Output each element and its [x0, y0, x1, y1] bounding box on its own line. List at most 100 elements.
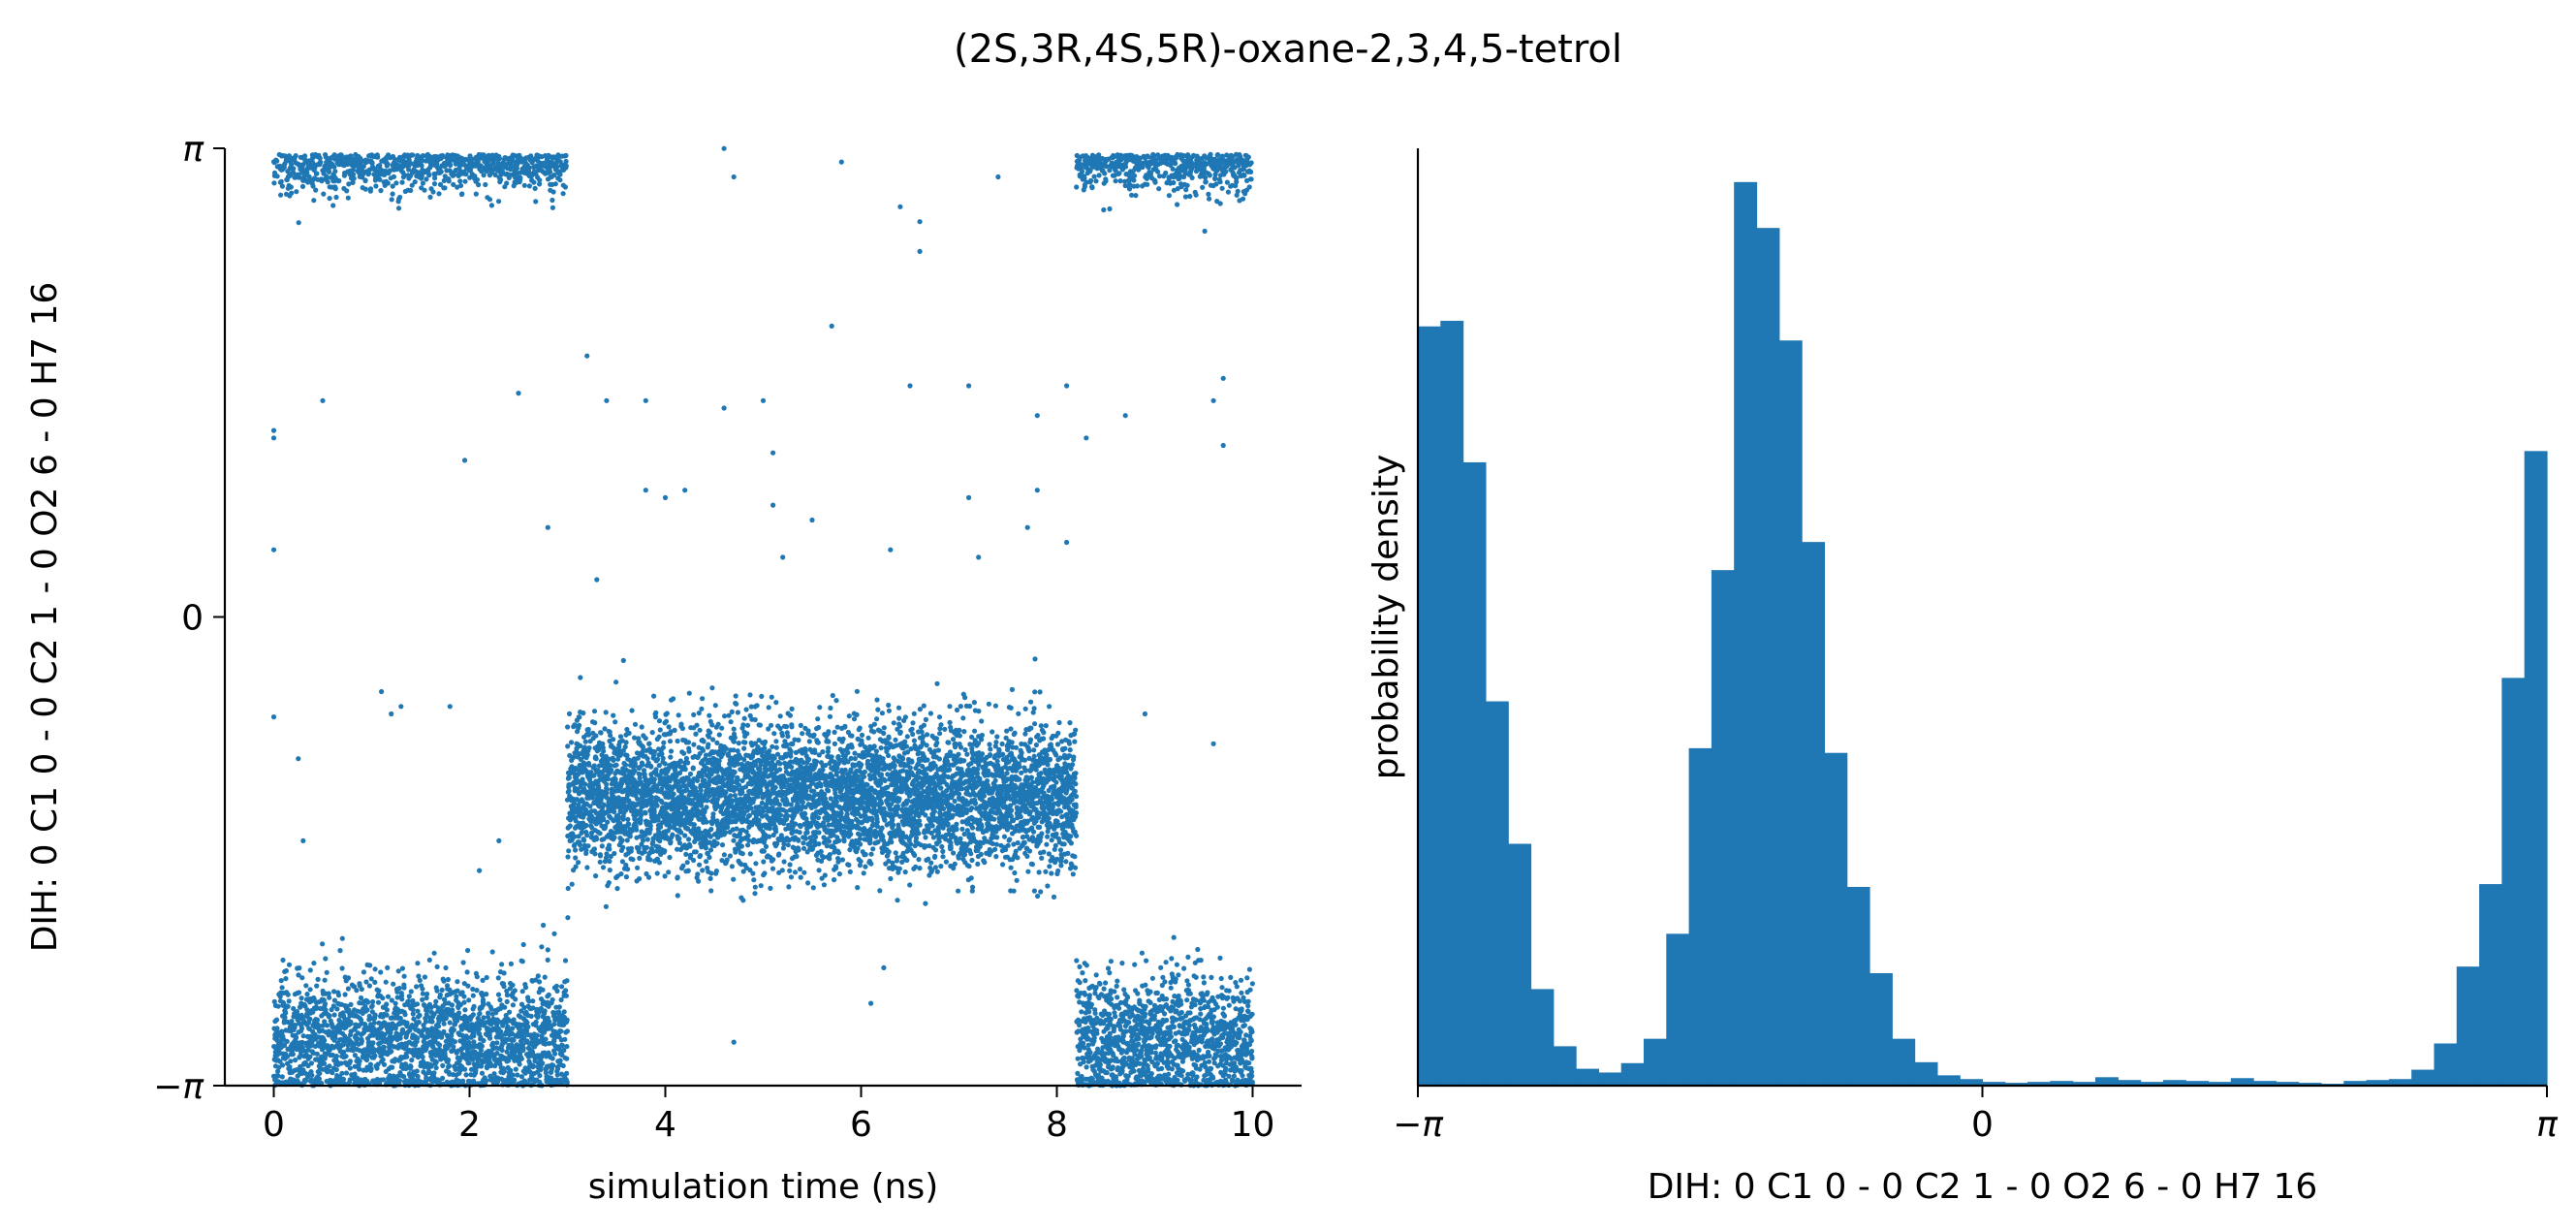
scatter-point: [582, 739, 588, 744]
scatter-point: [525, 1024, 531, 1029]
scatter-point: [361, 164, 366, 170]
scatter-plot-dihedral-vs-time: 0 2 4 6 8 10−π0π simulation time (ns) DIH: 0 …: [25, 130, 1302, 1207]
scatter-point: [394, 995, 400, 1000]
scatter-point: [321, 1060, 328, 1066]
scatter-point: [581, 711, 586, 716]
scatter-point: [422, 187, 427, 193]
scatter-point: [559, 1042, 565, 1049]
scatter-point: [671, 791, 676, 797]
scatter-point: [739, 790, 745, 796]
scatter-point: [344, 1003, 350, 1009]
scatter-point: [554, 1072, 560, 1078]
scatter-point: [383, 979, 389, 985]
scatter-point: [539, 944, 545, 950]
scatter-point: [619, 837, 625, 843]
scatter-point: [664, 711, 670, 716]
scatter-point: [312, 1031, 318, 1037]
scatter-point: [311, 198, 317, 204]
scatter-point: [363, 1057, 370, 1063]
scatter-point: [685, 868, 691, 873]
scatter-point: [573, 855, 579, 861]
scatter-point: [605, 776, 611, 782]
scatter-point: [550, 1062, 556, 1068]
scatter-point: [564, 1080, 570, 1086]
scatter-point: [362, 186, 368, 192]
scatter-point: [747, 692, 753, 698]
scatter-point: [445, 1057, 452, 1062]
scatter-point: [474, 176, 480, 182]
scatter-point: [687, 843, 693, 849]
scatter-point: [625, 816, 631, 823]
scatter-point: [748, 806, 754, 811]
scatter-point: [416, 973, 422, 979]
scatter-point: [557, 172, 563, 177]
scatter-point: [604, 851, 610, 857]
scatter-point: [364, 1007, 370, 1013]
scatter-point: [274, 158, 280, 164]
scatter-point: [459, 1027, 465, 1032]
scatter-point: [339, 1070, 345, 1076]
scatter-point: [474, 974, 480, 980]
scatter-point: [613, 762, 619, 768]
scatter-point: [309, 1072, 315, 1078]
scatter-point: [282, 1042, 288, 1048]
scatter-point: [372, 979, 378, 986]
scatter-point: [632, 768, 638, 774]
scatter-point: [352, 1053, 358, 1058]
scatter-point: [419, 158, 425, 164]
scatter-point: [715, 721, 721, 727]
scatter-point: [389, 997, 394, 1003]
scatter-point: [680, 863, 686, 869]
scatter-point: [367, 963, 373, 968]
scatter-point: [707, 712, 712, 718]
scatter-point: [564, 1056, 570, 1061]
scatter-point: [294, 1034, 299, 1040]
scatter-point: [593, 733, 599, 739]
scatter-point: [311, 961, 317, 966]
scatter-point: [708, 870, 714, 876]
scatter-point: [683, 851, 689, 858]
scatter-point: [639, 724, 644, 730]
scatter-point: [424, 1034, 431, 1040]
scatter-point: [339, 965, 345, 971]
scatter-point: [704, 805, 709, 810]
scatter-point: [655, 816, 661, 822]
scatter-point: [408, 1063, 414, 1070]
scatter-point: [439, 987, 445, 993]
scatter-point: [350, 179, 356, 185]
scatter-point: [279, 1074, 285, 1080]
scatter-point: [481, 1015, 487, 1021]
scatter-point: [691, 711, 697, 718]
scatter-point: [654, 803, 660, 808]
scatter-point: [542, 1008, 548, 1014]
scatter-point: [740, 722, 746, 728]
scatter-point: [675, 712, 681, 718]
scatter-point: [464, 969, 470, 975]
scatter-point: [678, 721, 684, 727]
scatter-point: [330, 203, 336, 208]
scatter-point: [519, 989, 525, 995]
scatter-point: [279, 183, 285, 189]
scatter-point: [699, 706, 705, 711]
scatter-point: [312, 166, 318, 172]
scatter-point: [449, 1002, 455, 1008]
scatter-point: [745, 842, 751, 848]
scatter-point: [662, 761, 668, 767]
scatter-point: [607, 868, 613, 873]
scatter-point: [515, 1072, 520, 1078]
scatter-point: [333, 1066, 339, 1073]
scatter-point: [640, 837, 646, 843]
scatter-point: [385, 964, 391, 971]
scatter-point: [732, 793, 738, 799]
scatter-point: [534, 1032, 541, 1038]
scatter-point: [484, 992, 489, 997]
scatter-point: [741, 757, 747, 763]
scatter-point: [581, 744, 587, 750]
scatter-point: [443, 964, 449, 971]
scatter-point: [331, 1012, 337, 1018]
scatter-point: [321, 997, 327, 1003]
scatter-point: [278, 192, 284, 198]
scatter-point: [512, 988, 518, 994]
scatter-point: [583, 847, 589, 853]
scatter-point: [362, 177, 368, 183]
